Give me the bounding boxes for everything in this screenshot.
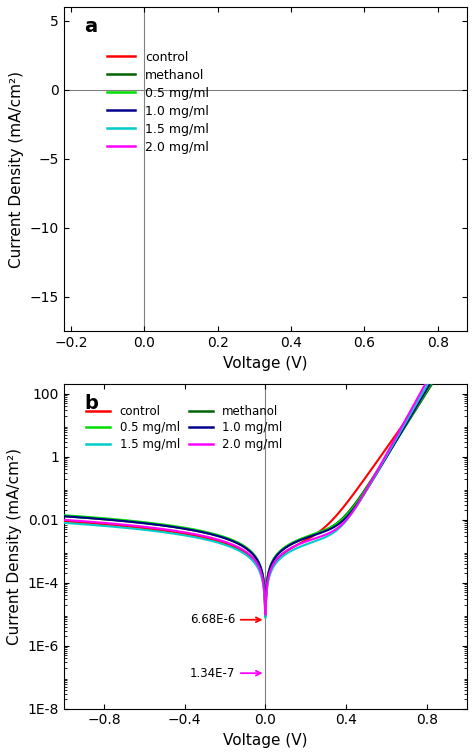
X-axis label: Voltage (V): Voltage (V) — [223, 356, 308, 371]
X-axis label: Voltage (V): Voltage (V) — [223, 733, 308, 748]
Text: 6.68E-6: 6.68E-6 — [190, 613, 261, 626]
Text: 1.34E-7: 1.34E-7 — [190, 667, 261, 680]
Text: b: b — [84, 394, 98, 413]
Y-axis label: Current Density (mA/cm²): Current Density (mA/cm²) — [9, 70, 24, 267]
Legend: control, methanol, 0.5 mg/ml, 1.0 mg/ml, 1.5 mg/ml, 2.0 mg/ml: control, methanol, 0.5 mg/ml, 1.0 mg/ml,… — [102, 45, 214, 159]
Y-axis label: Current Density (mA/cm²): Current Density (mA/cm²) — [7, 448, 22, 645]
Text: a: a — [84, 17, 97, 35]
Legend: control, 0.5 mg/ml, 1.5 mg/ml, methanol, 1.0 mg/ml, 2.0 mg/ml: control, 0.5 mg/ml, 1.5 mg/ml, methanol,… — [82, 400, 287, 455]
